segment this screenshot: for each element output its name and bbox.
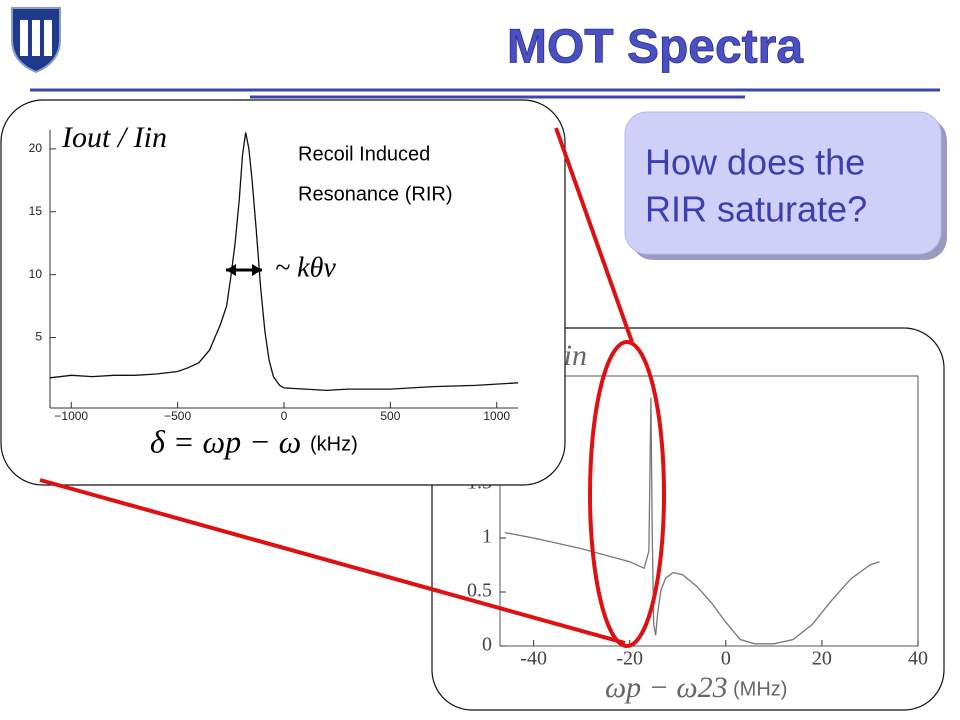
callout-text: RIR saturate? [645, 189, 867, 230]
y-axis-label: Iout / Iin [61, 121, 167, 154]
callout-box [624, 111, 942, 255]
plot-frame [499, 375, 919, 647]
chart-rir: 5 10 15 20 −1000 −500 0 500 1000 Iout / Iin δ = ωp… [29, 121, 519, 459]
x-tick-label: 500 [380, 409, 400, 423]
y-tick-label: 0 [482, 634, 492, 656]
x-tick-label: 0 [721, 648, 731, 670]
x-tick-label: 0 [281, 409, 288, 423]
y-tick-label: 5 [35, 330, 42, 344]
y-tick-label: 10 [29, 267, 43, 281]
annotation: Resonance (RIR) [298, 183, 453, 205]
y-tick-label: 1 [482, 526, 492, 548]
zoom-line [39, 478, 626, 645]
zoom-ellipse [588, 340, 666, 648]
arrow-head [226, 264, 262, 276]
x-axis-unit: (kHz) [310, 433, 358, 455]
x-axis-label: δ = ωp − ω [150, 423, 301, 459]
panel-rir [0, 99, 566, 486]
x-tick-label: 40 [908, 648, 928, 670]
x-axis-label: ωp − ω23 [605, 671, 728, 704]
x-tick-label: 1000 [483, 409, 510, 423]
x-tick-label: -40 [520, 648, 547, 670]
x-tick-label: -20 [616, 648, 643, 670]
x-tick-label: −500 [164, 409, 191, 423]
y-tick-label: 20 [29, 141, 43, 155]
width-label: ~ kθv [275, 252, 336, 283]
y-tick-label: 0.5 [467, 580, 492, 602]
zoom-line [554, 127, 634, 343]
x-axis-unit: (MHz) [733, 678, 787, 700]
x-tick-label: −1000 [54, 409, 88, 423]
y-tick-label: 15 [29, 204, 43, 218]
slide-title: MOT Spectra [507, 21, 803, 74]
callout-text: How does the [645, 142, 865, 183]
callout: How does the RIR saturate? [624, 111, 947, 260]
x-tick-label: 20 [812, 648, 832, 670]
data-line [504, 397, 880, 645]
logo [11, 7, 61, 74]
data-line [49, 132, 519, 392]
annotation: Recoil Induced [298, 143, 430, 165]
